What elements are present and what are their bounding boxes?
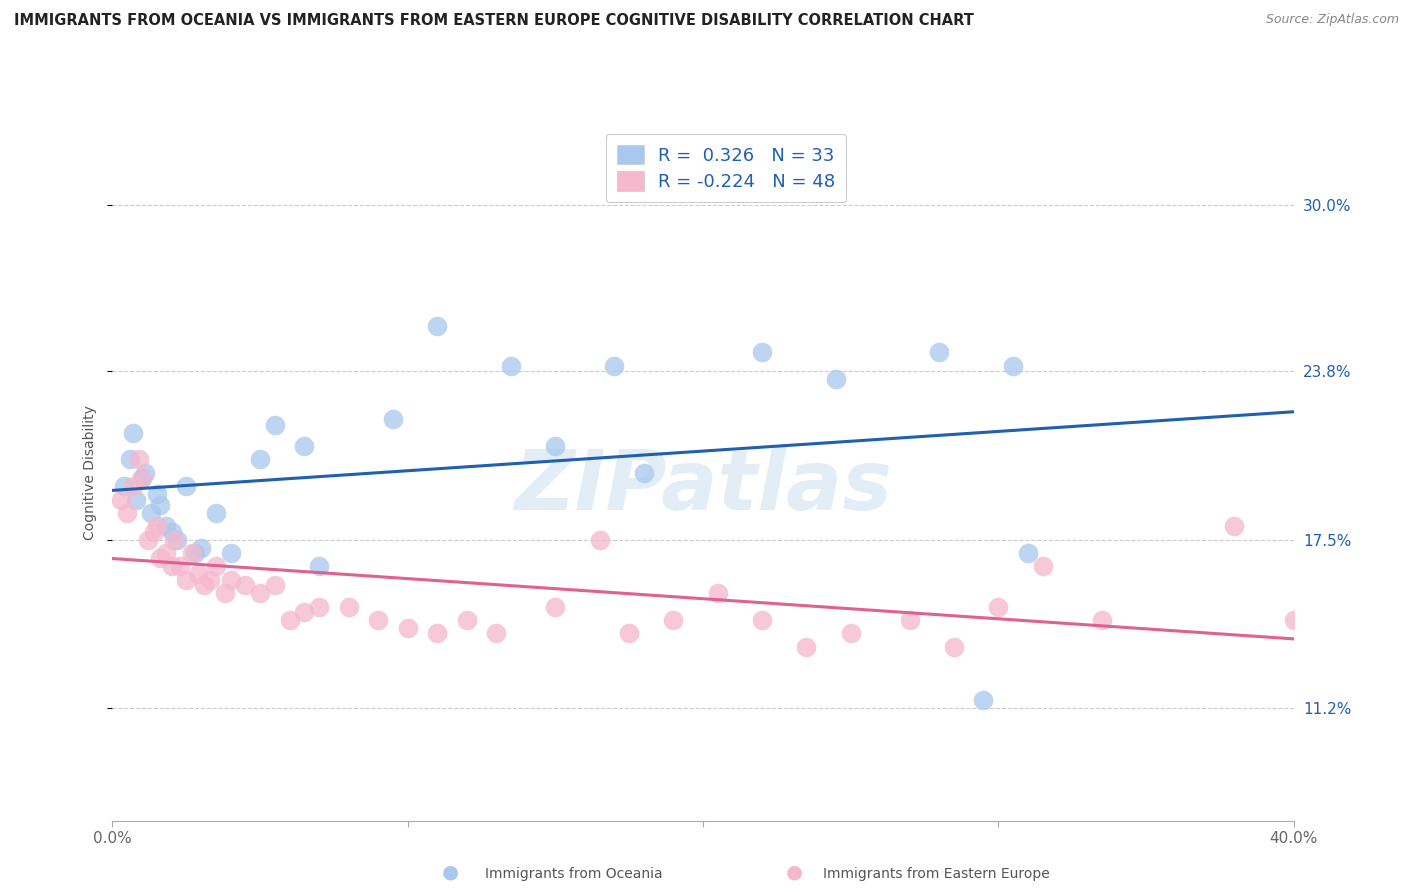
- Point: [501, 359, 523, 373]
- Point: [426, 626, 449, 640]
- Point: [184, 546, 207, 560]
- Point: [155, 519, 177, 533]
- Text: ●: ●: [786, 863, 803, 881]
- Point: [122, 425, 145, 440]
- Point: [264, 578, 287, 592]
- Point: [308, 559, 330, 574]
- Point: [198, 573, 221, 587]
- Point: [1032, 559, 1054, 574]
- Legend: R =  0.326   N = 33, R = -0.224   N = 48: R = 0.326 N = 33, R = -0.224 N = 48: [606, 134, 846, 202]
- Point: [308, 599, 330, 614]
- Point: [796, 640, 818, 654]
- Point: [1091, 613, 1114, 627]
- Point: [219, 546, 242, 560]
- Point: [131, 471, 153, 485]
- Point: [125, 492, 148, 507]
- Point: [249, 586, 271, 600]
- Point: [264, 417, 287, 432]
- Point: [942, 640, 965, 654]
- Point: [973, 693, 995, 707]
- Point: [134, 466, 156, 480]
- Point: [163, 533, 186, 547]
- Point: [1017, 546, 1039, 560]
- Point: [382, 412, 405, 426]
- Point: [146, 519, 169, 533]
- Point: [110, 492, 132, 507]
- Point: [603, 359, 626, 373]
- Point: [751, 345, 773, 359]
- Point: [619, 626, 641, 640]
- Point: [112, 479, 135, 493]
- Point: [456, 613, 478, 627]
- Point: [292, 439, 315, 453]
- Point: [707, 586, 730, 600]
- Point: [278, 613, 301, 627]
- Point: [174, 573, 197, 587]
- Point: [139, 506, 162, 520]
- Point: [190, 541, 212, 555]
- Point: [205, 559, 228, 574]
- Text: ●: ●: [441, 863, 458, 881]
- Text: Immigrants from Oceania: Immigrants from Oceania: [485, 867, 662, 881]
- Point: [633, 466, 655, 480]
- Point: [149, 551, 172, 566]
- Point: [987, 599, 1010, 614]
- Point: [160, 559, 183, 574]
- Point: [193, 578, 215, 592]
- Text: Immigrants from Eastern Europe: Immigrants from Eastern Europe: [823, 867, 1049, 881]
- Point: [219, 573, 242, 587]
- Point: [426, 318, 449, 333]
- Point: [149, 498, 172, 512]
- Text: ZIPatlas: ZIPatlas: [515, 446, 891, 527]
- Point: [142, 524, 165, 539]
- Point: [160, 524, 183, 539]
- Text: IMMIGRANTS FROM OCEANIA VS IMMIGRANTS FROM EASTERN EUROPE COGNITIVE DISABILITY C: IMMIGRANTS FROM OCEANIA VS IMMIGRANTS FR…: [14, 13, 974, 29]
- Point: [485, 626, 508, 640]
- Text: Source: ZipAtlas.com: Source: ZipAtlas.com: [1265, 13, 1399, 27]
- Point: [249, 452, 271, 467]
- Point: [166, 533, 188, 547]
- Point: [396, 621, 419, 635]
- Point: [544, 439, 567, 453]
- Point: [117, 506, 138, 520]
- Point: [131, 471, 153, 485]
- Point: [544, 599, 567, 614]
- Point: [898, 613, 921, 627]
- Point: [214, 586, 236, 600]
- Point: [588, 533, 610, 547]
- Point: [824, 372, 846, 386]
- Point: [928, 345, 950, 359]
- Point: [205, 506, 228, 520]
- Point: [120, 452, 142, 467]
- Y-axis label: Cognitive Disability: Cognitive Disability: [83, 405, 97, 541]
- Point: [1282, 613, 1305, 627]
- Point: [1223, 519, 1246, 533]
- Point: [1001, 359, 1024, 373]
- Point: [155, 546, 177, 560]
- Point: [292, 605, 315, 619]
- Point: [367, 613, 389, 627]
- Point: [751, 613, 773, 627]
- Point: [839, 626, 862, 640]
- Point: [187, 567, 209, 582]
- Point: [174, 479, 197, 493]
- Point: [169, 559, 191, 574]
- Point: [337, 599, 360, 614]
- Point: [233, 578, 256, 592]
- Point: [146, 487, 169, 501]
- Point: [128, 452, 150, 467]
- Point: [122, 479, 145, 493]
- Point: [136, 533, 159, 547]
- Point: [181, 546, 204, 560]
- Point: [662, 613, 685, 627]
